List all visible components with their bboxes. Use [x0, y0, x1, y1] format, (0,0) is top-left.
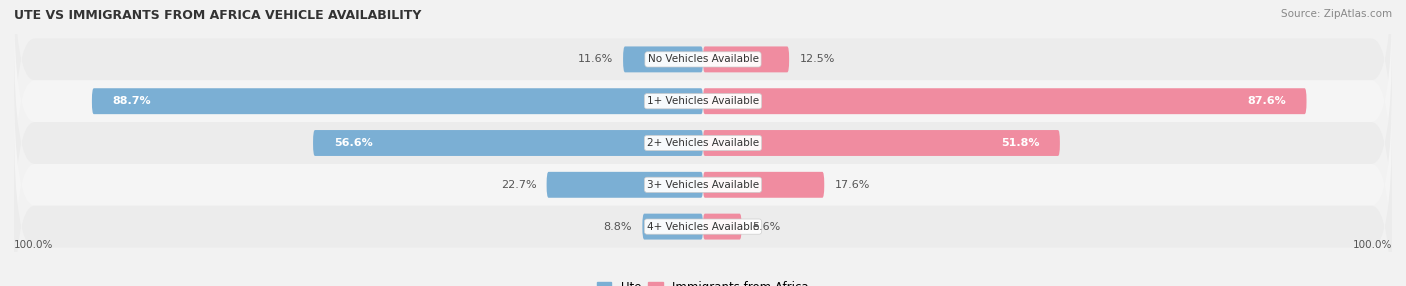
Text: UTE VS IMMIGRANTS FROM AFRICA VEHICLE AVAILABILITY: UTE VS IMMIGRANTS FROM AFRICA VEHICLE AV…: [14, 9, 422, 21]
Text: 5.6%: 5.6%: [752, 222, 780, 232]
FancyBboxPatch shape: [14, 80, 1392, 286]
FancyBboxPatch shape: [14, 39, 1392, 247]
Text: 22.7%: 22.7%: [501, 180, 536, 190]
Text: 3+ Vehicles Available: 3+ Vehicles Available: [647, 180, 759, 190]
FancyBboxPatch shape: [547, 172, 703, 198]
Text: No Vehicles Available: No Vehicles Available: [648, 54, 758, 64]
FancyBboxPatch shape: [14, 122, 1392, 286]
FancyBboxPatch shape: [703, 46, 789, 72]
FancyBboxPatch shape: [703, 130, 1060, 156]
FancyBboxPatch shape: [14, 0, 1392, 206]
Text: Source: ZipAtlas.com: Source: ZipAtlas.com: [1281, 9, 1392, 19]
FancyBboxPatch shape: [643, 214, 703, 240]
FancyBboxPatch shape: [91, 88, 703, 114]
Text: 2+ Vehicles Available: 2+ Vehicles Available: [647, 138, 759, 148]
Text: 11.6%: 11.6%: [578, 54, 613, 64]
FancyBboxPatch shape: [623, 46, 703, 72]
Text: 12.5%: 12.5%: [800, 54, 835, 64]
FancyBboxPatch shape: [14, 0, 1392, 164]
FancyBboxPatch shape: [703, 214, 741, 240]
Text: 100.0%: 100.0%: [1353, 240, 1392, 250]
FancyBboxPatch shape: [703, 88, 1306, 114]
Text: 17.6%: 17.6%: [835, 180, 870, 190]
Legend: Ute, Immigrants from Africa: Ute, Immigrants from Africa: [598, 281, 808, 286]
Text: 51.8%: 51.8%: [1001, 138, 1039, 148]
Text: 100.0%: 100.0%: [14, 240, 53, 250]
Text: 4+ Vehicles Available: 4+ Vehicles Available: [647, 222, 759, 232]
FancyBboxPatch shape: [314, 130, 703, 156]
Text: 88.7%: 88.7%: [112, 96, 152, 106]
Text: 56.6%: 56.6%: [333, 138, 373, 148]
Text: 1+ Vehicles Available: 1+ Vehicles Available: [647, 96, 759, 106]
FancyBboxPatch shape: [703, 172, 824, 198]
Text: 87.6%: 87.6%: [1247, 96, 1286, 106]
Text: 8.8%: 8.8%: [603, 222, 633, 232]
